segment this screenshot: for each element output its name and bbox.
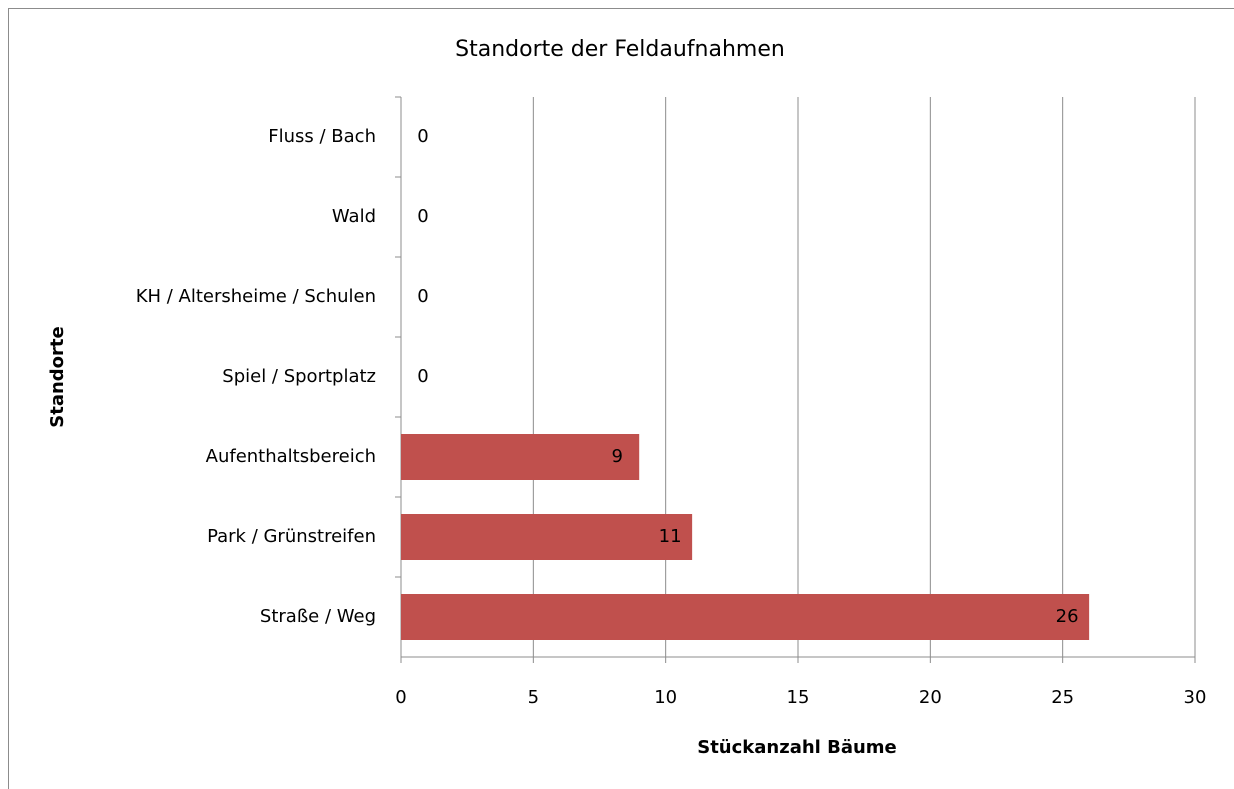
value-label: 0 [417, 366, 428, 387]
y-tick-label: Straße / Weg [260, 606, 376, 627]
x-tick-label: 10 [654, 687, 677, 708]
value-label: 0 [417, 286, 428, 307]
x-tick-label: 5 [528, 687, 539, 708]
value-label: 26 [1056, 606, 1079, 627]
y-tick-label: KH / Altersheime / Schulen [136, 286, 376, 307]
y-tick-label: Park / Grünstreifen [207, 526, 376, 547]
y-tick-label: Spiel / Sportplatz [222, 366, 376, 387]
x-tick-label: 20 [919, 687, 942, 708]
x-tick-label: 30 [1184, 687, 1207, 708]
x-tick-label: 15 [787, 687, 810, 708]
value-label: 9 [611, 446, 622, 467]
chart-frame [8, 8, 1234, 789]
value-label: 0 [417, 206, 428, 227]
y-tick-label: Wald [332, 206, 376, 227]
y-tick-label: Fluss / Bach [268, 126, 376, 147]
y-tick-label: Aufenthaltsbereich [206, 446, 376, 467]
y-axis-title: Standorte [47, 326, 68, 427]
bar [401, 514, 693, 560]
x-tick-label: 0 [395, 687, 406, 708]
x-tick-label: 25 [1051, 687, 1074, 708]
bar [401, 434, 640, 480]
chart-title: Standorte der Feldaufnahmen [455, 37, 785, 62]
x-axis-title: Stückanzahl Bäume [697, 737, 897, 758]
value-label: 0 [417, 126, 428, 147]
bar [401, 594, 1090, 640]
value-label: 11 [659, 526, 682, 547]
